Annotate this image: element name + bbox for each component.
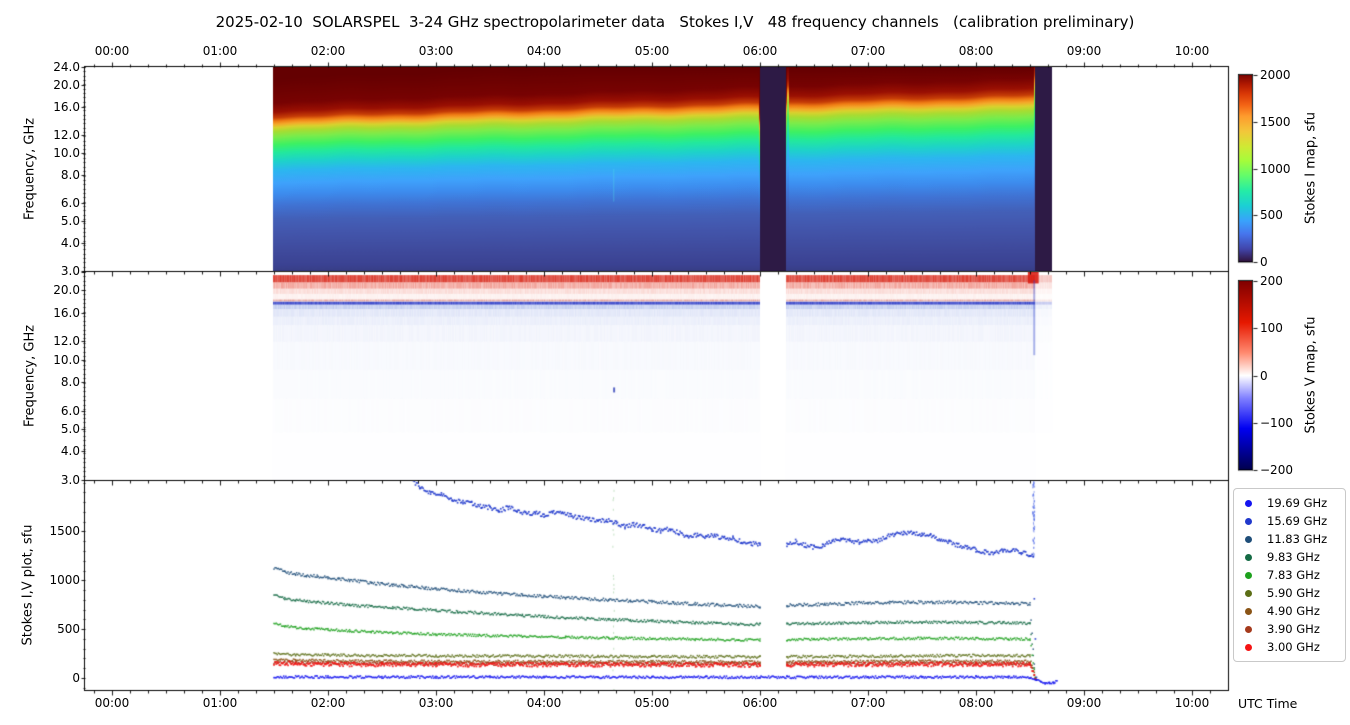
time-tick-label-bottom: 04:00 <box>526 696 562 710</box>
legend-item: 15.69 GHz <box>1245 513 1345 530</box>
freq-tick-label: 16.0 <box>53 99 80 114</box>
legend-marker-dot <box>1245 607 1252 615</box>
time-tick-label-top: 00:00 <box>94 44 130 58</box>
legend-label: 9.83 GHz <box>1267 550 1320 564</box>
stokes-i-colorbar-tick-label: 1500 <box>1260 114 1291 129</box>
legend-item: 7.83 GHz <box>1245 567 1345 584</box>
freq-tick-label: 10.0 <box>53 352 80 367</box>
time-tick-label-bottom: 10:00 <box>1174 696 1210 710</box>
lineplot-y-axis-label: Stokes I,V plot, sfu <box>20 524 36 646</box>
legend-label: 3.90 GHz <box>1267 622 1320 636</box>
legend-label: 4.90 GHz <box>1267 604 1320 618</box>
stokes-i-colorbar-tick-label: 1000 <box>1260 161 1291 176</box>
freq-tick-label: 10.0 <box>53 145 80 160</box>
legend-marker-dot <box>1245 517 1252 525</box>
stokes-i-colorbar-tick-label: 0 <box>1260 255 1268 269</box>
legend-marker-dot <box>1245 589 1252 597</box>
legend-item: 19.69 GHz <box>1245 495 1345 512</box>
time-tick-label-top: 01:00 <box>202 44 238 58</box>
time-tick-label-bottom: 06:00 <box>742 696 778 710</box>
time-tick-label-top: 06:00 <box>742 44 778 58</box>
freq-tick-label: 8.0 <box>60 167 80 182</box>
time-tick-label-top: 07:00 <box>850 44 886 58</box>
freq-tick-label: 12.0 <box>53 128 80 142</box>
legend-item: 9.83 GHz <box>1245 549 1345 566</box>
freq-tick-label: 5.0 <box>60 421 80 436</box>
legend-label: 15.69 GHz <box>1267 514 1328 528</box>
time-tick-label-top: 03:00 <box>418 44 454 58</box>
time-tick-label-bottom: 00:00 <box>94 696 130 710</box>
stokes-v-colorbar-tick-label: −200 <box>1260 463 1293 477</box>
legend-marker-dot <box>1245 535 1252 543</box>
freq-tick-label: 16.0 <box>53 305 80 320</box>
freq-tick-label: 5.0 <box>60 213 80 228</box>
stokes-v-colorbar-tick-label: 0 <box>1260 368 1268 383</box>
legend-item: 3.00 GHz <box>1245 639 1345 656</box>
stokes-v-colorbar-tick-label: 200 <box>1260 274 1283 288</box>
legend-label: 5.90 GHz <box>1267 586 1320 600</box>
stokes-v-y-axis-label: Frequency, GHz <box>22 324 38 428</box>
legend-label: 3.00 GHz <box>1267 640 1320 654</box>
legend-label: 11.83 GHz <box>1267 532 1328 546</box>
time-tick-label-bottom: 09:00 <box>1066 696 1102 710</box>
freq-tick-label: 4.0 <box>60 235 80 250</box>
flux-tick-label: 500 <box>57 622 80 637</box>
stokes-i-colorbar-label: Stokes I map, sfu <box>1303 112 1319 224</box>
stokes-i-colorbar-tick-label: 500 <box>1260 208 1283 223</box>
legend-item: 4.90 GHz <box>1245 603 1345 620</box>
time-tick-label-top: 02:00 <box>310 44 346 58</box>
freq-tick-label: 20.0 <box>53 283 80 298</box>
legend-marker-dot <box>1245 625 1252 633</box>
freq-tick-label: 20.0 <box>53 77 80 92</box>
time-tick-label-bottom: 05:00 <box>634 696 670 710</box>
freq-tick-label: 12.0 <box>53 334 80 349</box>
legend-marker-dot <box>1245 571 1252 579</box>
stokes-v-colorbar-tick-label: 100 <box>1260 321 1283 336</box>
legend-marker-dot <box>1245 499 1252 507</box>
flux-tick-label: 0 <box>72 670 80 685</box>
stokes-v-colorbar-tick-label: −100 <box>1260 415 1293 430</box>
stokes-i-colorbar-tick-label: 2000 <box>1260 68 1291 82</box>
legend-item: 5.90 GHz <box>1245 585 1345 602</box>
time-tick-label-bottom: 08:00 <box>958 696 994 710</box>
time-tick-label-bottom: 02:00 <box>310 696 346 710</box>
time-tick-label-bottom: 07:00 <box>850 696 886 710</box>
legend-marker-dot <box>1245 643 1252 651</box>
freq-tick-label: 24.0 <box>53 60 80 74</box>
stokes-i-y-axis-label: Frequency, GHz <box>22 117 38 221</box>
time-tick-label-top: 10:00 <box>1174 44 1210 58</box>
flux-tick-label: 1000 <box>49 573 80 588</box>
freq-tick-label: 8.0 <box>60 374 80 389</box>
freq-tick-label: 6.0 <box>60 403 80 418</box>
time-tick-label-top: 09:00 <box>1066 44 1102 58</box>
legend-item: 11.83 GHz <box>1245 531 1345 548</box>
legend-label: 19.69 GHz <box>1267 496 1328 510</box>
time-tick-label-bottom: 03:00 <box>418 696 454 710</box>
freq-tick-label: 3.0 <box>60 473 80 487</box>
time-tick-label-top: 08:00 <box>958 44 994 58</box>
legend-item: 3.90 GHz <box>1245 621 1345 638</box>
freq-tick-label: 3.0 <box>60 264 80 278</box>
stokes-v-colorbar-label: Stokes V map, sfu <box>1303 316 1319 434</box>
flux-tick-label: 1500 <box>49 524 80 539</box>
freq-tick-label: 4.0 <box>60 444 80 459</box>
utc-time-axis-label: UTC Time <box>1238 696 1298 711</box>
legend-label: 7.83 GHz <box>1267 568 1320 582</box>
legend-marker-dot <box>1245 553 1252 561</box>
time-tick-label-top: 05:00 <box>634 44 670 58</box>
freq-tick-label: 6.0 <box>60 196 80 210</box>
time-tick-label-bottom: 01:00 <box>202 696 238 710</box>
time-tick-label-top: 04:00 <box>526 44 562 58</box>
legend: 19.69 GHz 15.69 GHz 11.83 GHz 9.83 GHz 7.83 … <box>1233 488 1346 662</box>
